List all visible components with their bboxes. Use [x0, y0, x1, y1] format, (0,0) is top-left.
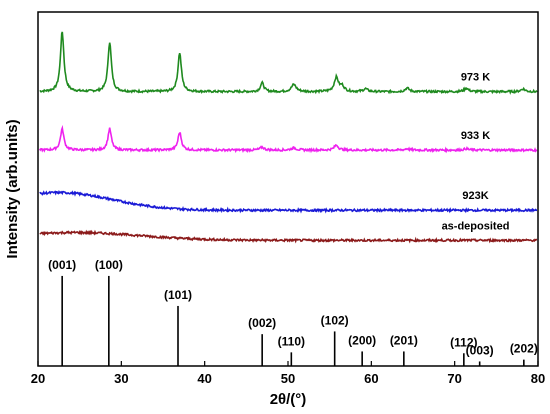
reference-labels: (001) (100) (101) (002)(110) (102) (200) (201)… — [48, 258, 538, 358]
x-axis-label: 2θ/(°) — [270, 391, 307, 408]
x-tick-label-80: 80 — [531, 371, 545, 386]
reference-label-112: (112) — [450, 335, 477, 349]
reference-label-002: (002) — [248, 316, 276, 330]
reference-label-100: (100) — [95, 258, 123, 272]
series-line-1 — [38, 124, 538, 154]
series-label-1: 933 K — [461, 130, 490, 142]
x-tick-label-30: 30 — [114, 371, 128, 386]
x-tick-label-50: 50 — [281, 371, 295, 386]
x-axis-ticks: 20 30 40 50 60 70 80 — [31, 361, 545, 386]
series-line-3 — [39, 229, 538, 244]
reference-label-200: (200) — [348, 333, 376, 347]
reference-lines — [61, 275, 525, 366]
series-lines — [38, 31, 538, 244]
x-tick-label-20: 20 — [31, 371, 45, 386]
series-label-2: 923K — [462, 190, 488, 202]
series-labels: 973 K 933 K 923K as-deposited — [442, 72, 510, 233]
x-tick-label-60: 60 — [364, 371, 378, 386]
reference-label-003: (003) — [466, 343, 494, 357]
series-label-0: 973 K — [461, 72, 490, 84]
reference-label-001: (001) — [48, 258, 76, 272]
series-label-3: as-deposited — [442, 220, 510, 232]
reference-label-202: (202) — [510, 342, 538, 356]
series-line-0 — [39, 31, 538, 95]
reference-label-101: (101) — [164, 288, 192, 302]
x-tick-label-40: 40 — [197, 371, 211, 386]
y-axis-label: Intensity (arb.units) — [4, 119, 21, 258]
plot-frame — [37, 11, 539, 367]
x-tick-label-70: 70 — [447, 371, 461, 386]
series-line-2 — [39, 189, 538, 214]
reference-label-102: (102) — [321, 313, 349, 327]
reference-label-110: (110) — [278, 334, 305, 348]
reference-label-201: (201) — [390, 333, 418, 347]
